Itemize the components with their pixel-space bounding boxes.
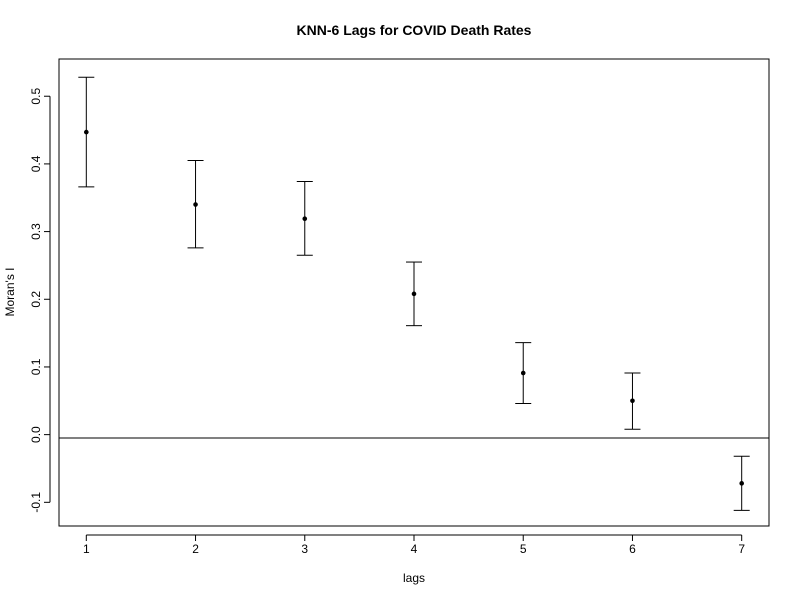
plot-layer: 1 2 3 4 5 6 7 -0.1 0.0 0.1 0.2 0.3 0.4 0.5 [29, 76, 769, 556]
y-tick-label: 0.3 [29, 223, 43, 240]
y-tick-label: 0.2 [29, 291, 43, 308]
y-tick-label: -0.1 [29, 492, 43, 513]
x-axis-title: lags [403, 571, 425, 585]
chart-title: KNN-6 Lags for COVID Death Rates [297, 22, 532, 38]
data-point [193, 202, 198, 207]
x-tick-label: 5 [520, 542, 527, 556]
x-tick-label: 2 [192, 542, 199, 556]
y-axis-title: Moran's I [3, 268, 17, 317]
data-point [411, 291, 417, 297]
data-point [84, 129, 89, 135]
data-point [739, 481, 744, 486]
data-point [520, 370, 526, 376]
x-tick-label: 6 [629, 542, 636, 556]
x-tick-label: 1 [83, 542, 90, 556]
data-point [630, 398, 635, 404]
x-tick-label: 4 [411, 542, 418, 556]
y-tick-label: 0.1 [29, 358, 43, 375]
x-tick-label: 3 [301, 542, 308, 556]
y-tick-label: 0.4 [29, 155, 43, 172]
y-tick-label: 0.5 [29, 88, 43, 105]
y-tick-label: 0.0 [29, 426, 43, 443]
plot-frame [58, 58, 770, 527]
data-point [302, 216, 308, 222]
x-tick-label: 7 [738, 542, 745, 556]
